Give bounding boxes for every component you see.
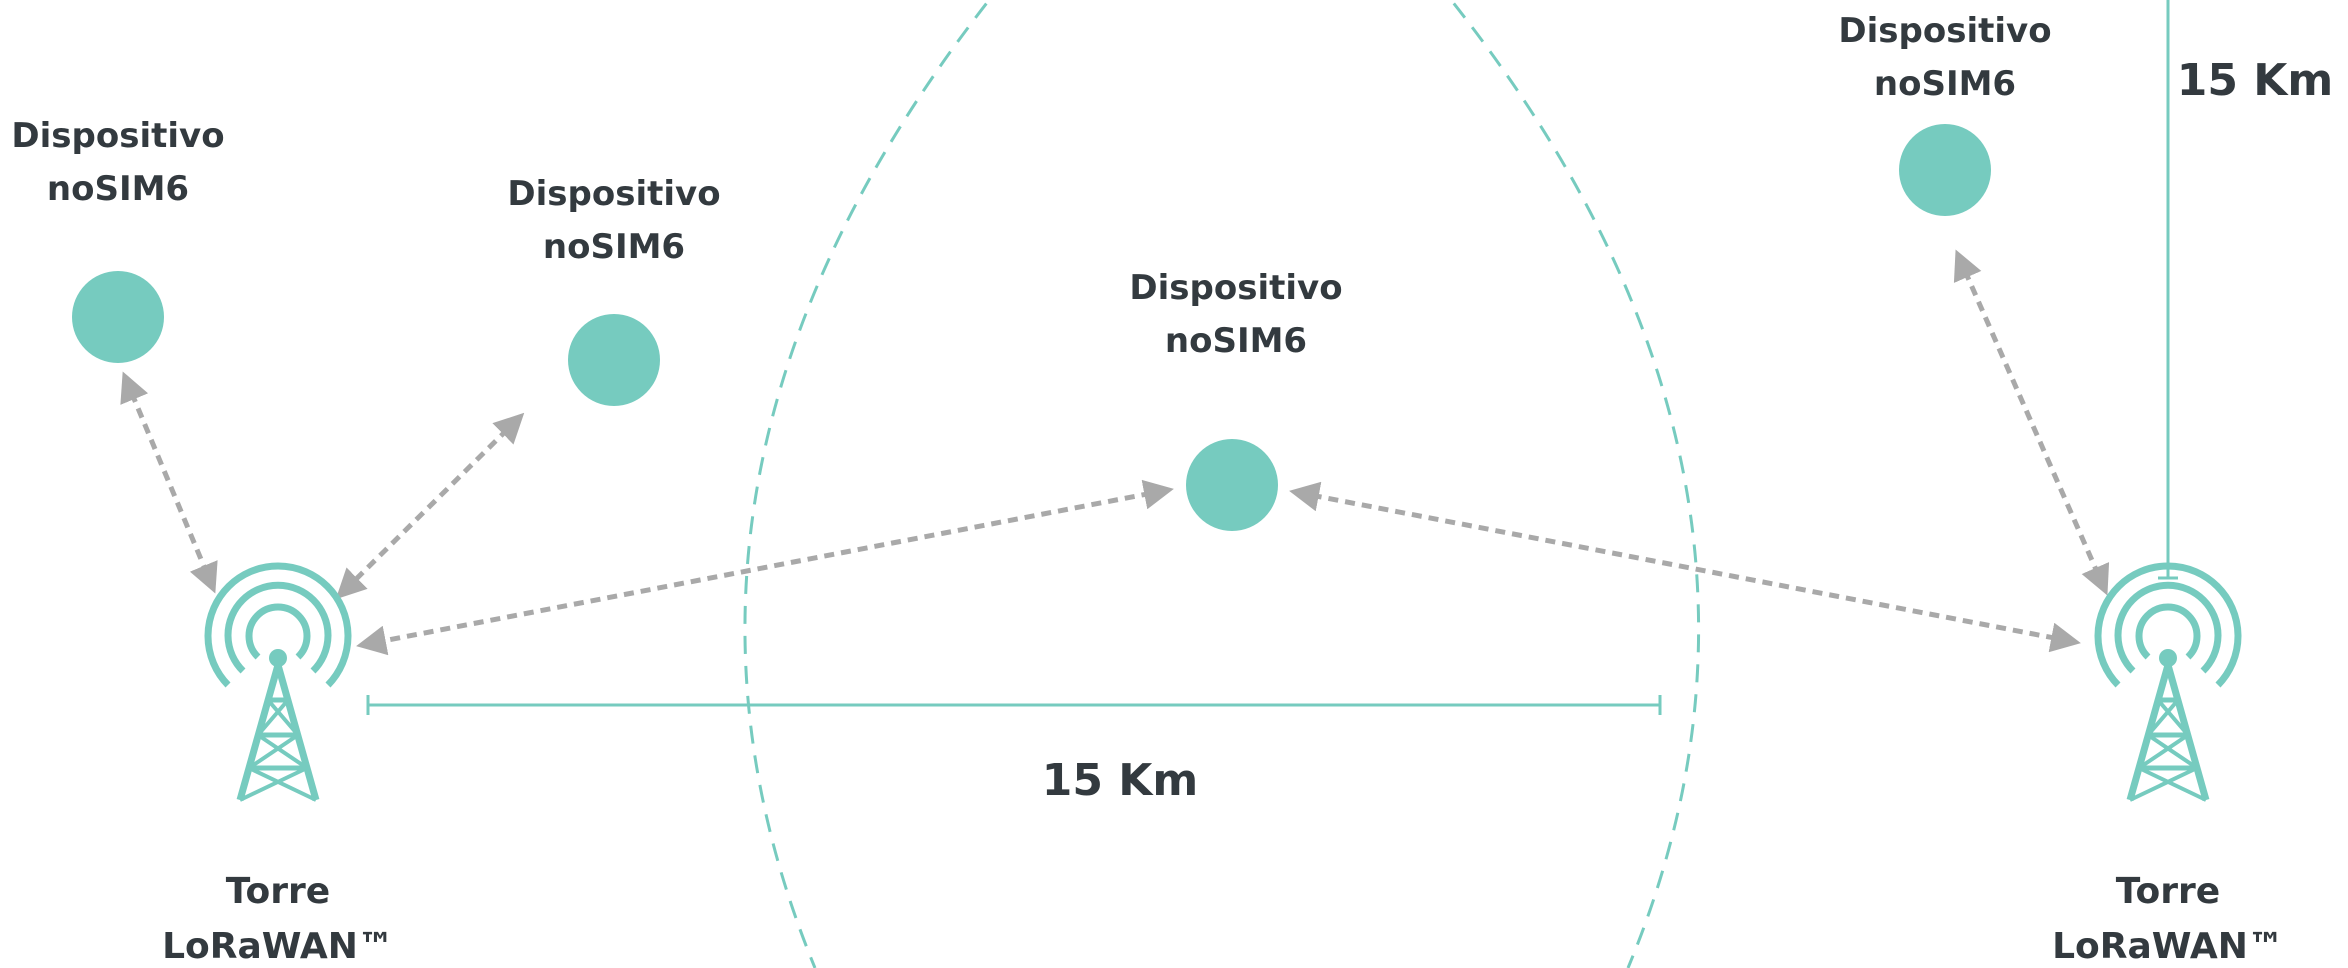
coverage-arc-left: [743, 0, 992, 968]
device-dot: [72, 271, 164, 363]
device-name-label: Dispositivo: [507, 174, 720, 214]
device-name-label: Dispositivo: [1838, 11, 2051, 51]
distance-line-vertical: [2158, 0, 2178, 580]
distance-label-vertical: 15 Km: [2177, 55, 2334, 106]
device-model-label: noSIM6: [47, 169, 189, 209]
device-dot: [1899, 124, 1991, 216]
radio-tower-icon: [2094, 562, 2242, 802]
device-name-label: Dispositivo: [11, 116, 224, 156]
tower-name-label: Torre: [2116, 871, 2220, 912]
tower-model-label: LoRaWAN™: [162, 926, 394, 967]
device-node-2: Dispositivo noSIM6: [507, 174, 721, 406]
link-arrow-device-2: [335, 412, 525, 600]
link-arrows: [120, 249, 2110, 656]
radio-tower-icon: [204, 562, 352, 802]
device-node-3: Dispositivo noSIM6: [1129, 268, 1343, 531]
distance-line-horizontal: [366, 695, 1662, 715]
link-arrow-device-1: [120, 371, 218, 594]
device-dot: [568, 314, 660, 406]
device-name-label: Dispositivo: [1129, 268, 1342, 308]
device-model-label: noSIM6: [543, 227, 685, 267]
device-dot: [1186, 439, 1278, 531]
device-node-1: Dispositivo noSIM6: [11, 116, 225, 363]
tower-model-label: LoRaWAN™: [2052, 926, 2284, 967]
coverage-arc-right: [1449, 0, 1701, 968]
tower-name-label: Torre: [226, 871, 330, 912]
coverage-range-boundary: [743, 0, 1701, 968]
distance-label-horizontal: 15 Km: [1042, 755, 1199, 806]
device-node-4: Dispositivo noSIM6: [1838, 11, 2052, 216]
device-model-label: noSIM6: [1165, 321, 1307, 361]
device-model-label: noSIM6: [1874, 64, 2016, 104]
link-arrow-device-3-left: [356, 479, 1174, 656]
tower-left: Torre LoRaWAN™: [162, 562, 394, 967]
link-arrow-device-3-right: [1289, 481, 2081, 653]
link-arrow-device-4: [1953, 249, 2110, 596]
tower-right: Torre LoRaWAN™: [2052, 562, 2284, 967]
